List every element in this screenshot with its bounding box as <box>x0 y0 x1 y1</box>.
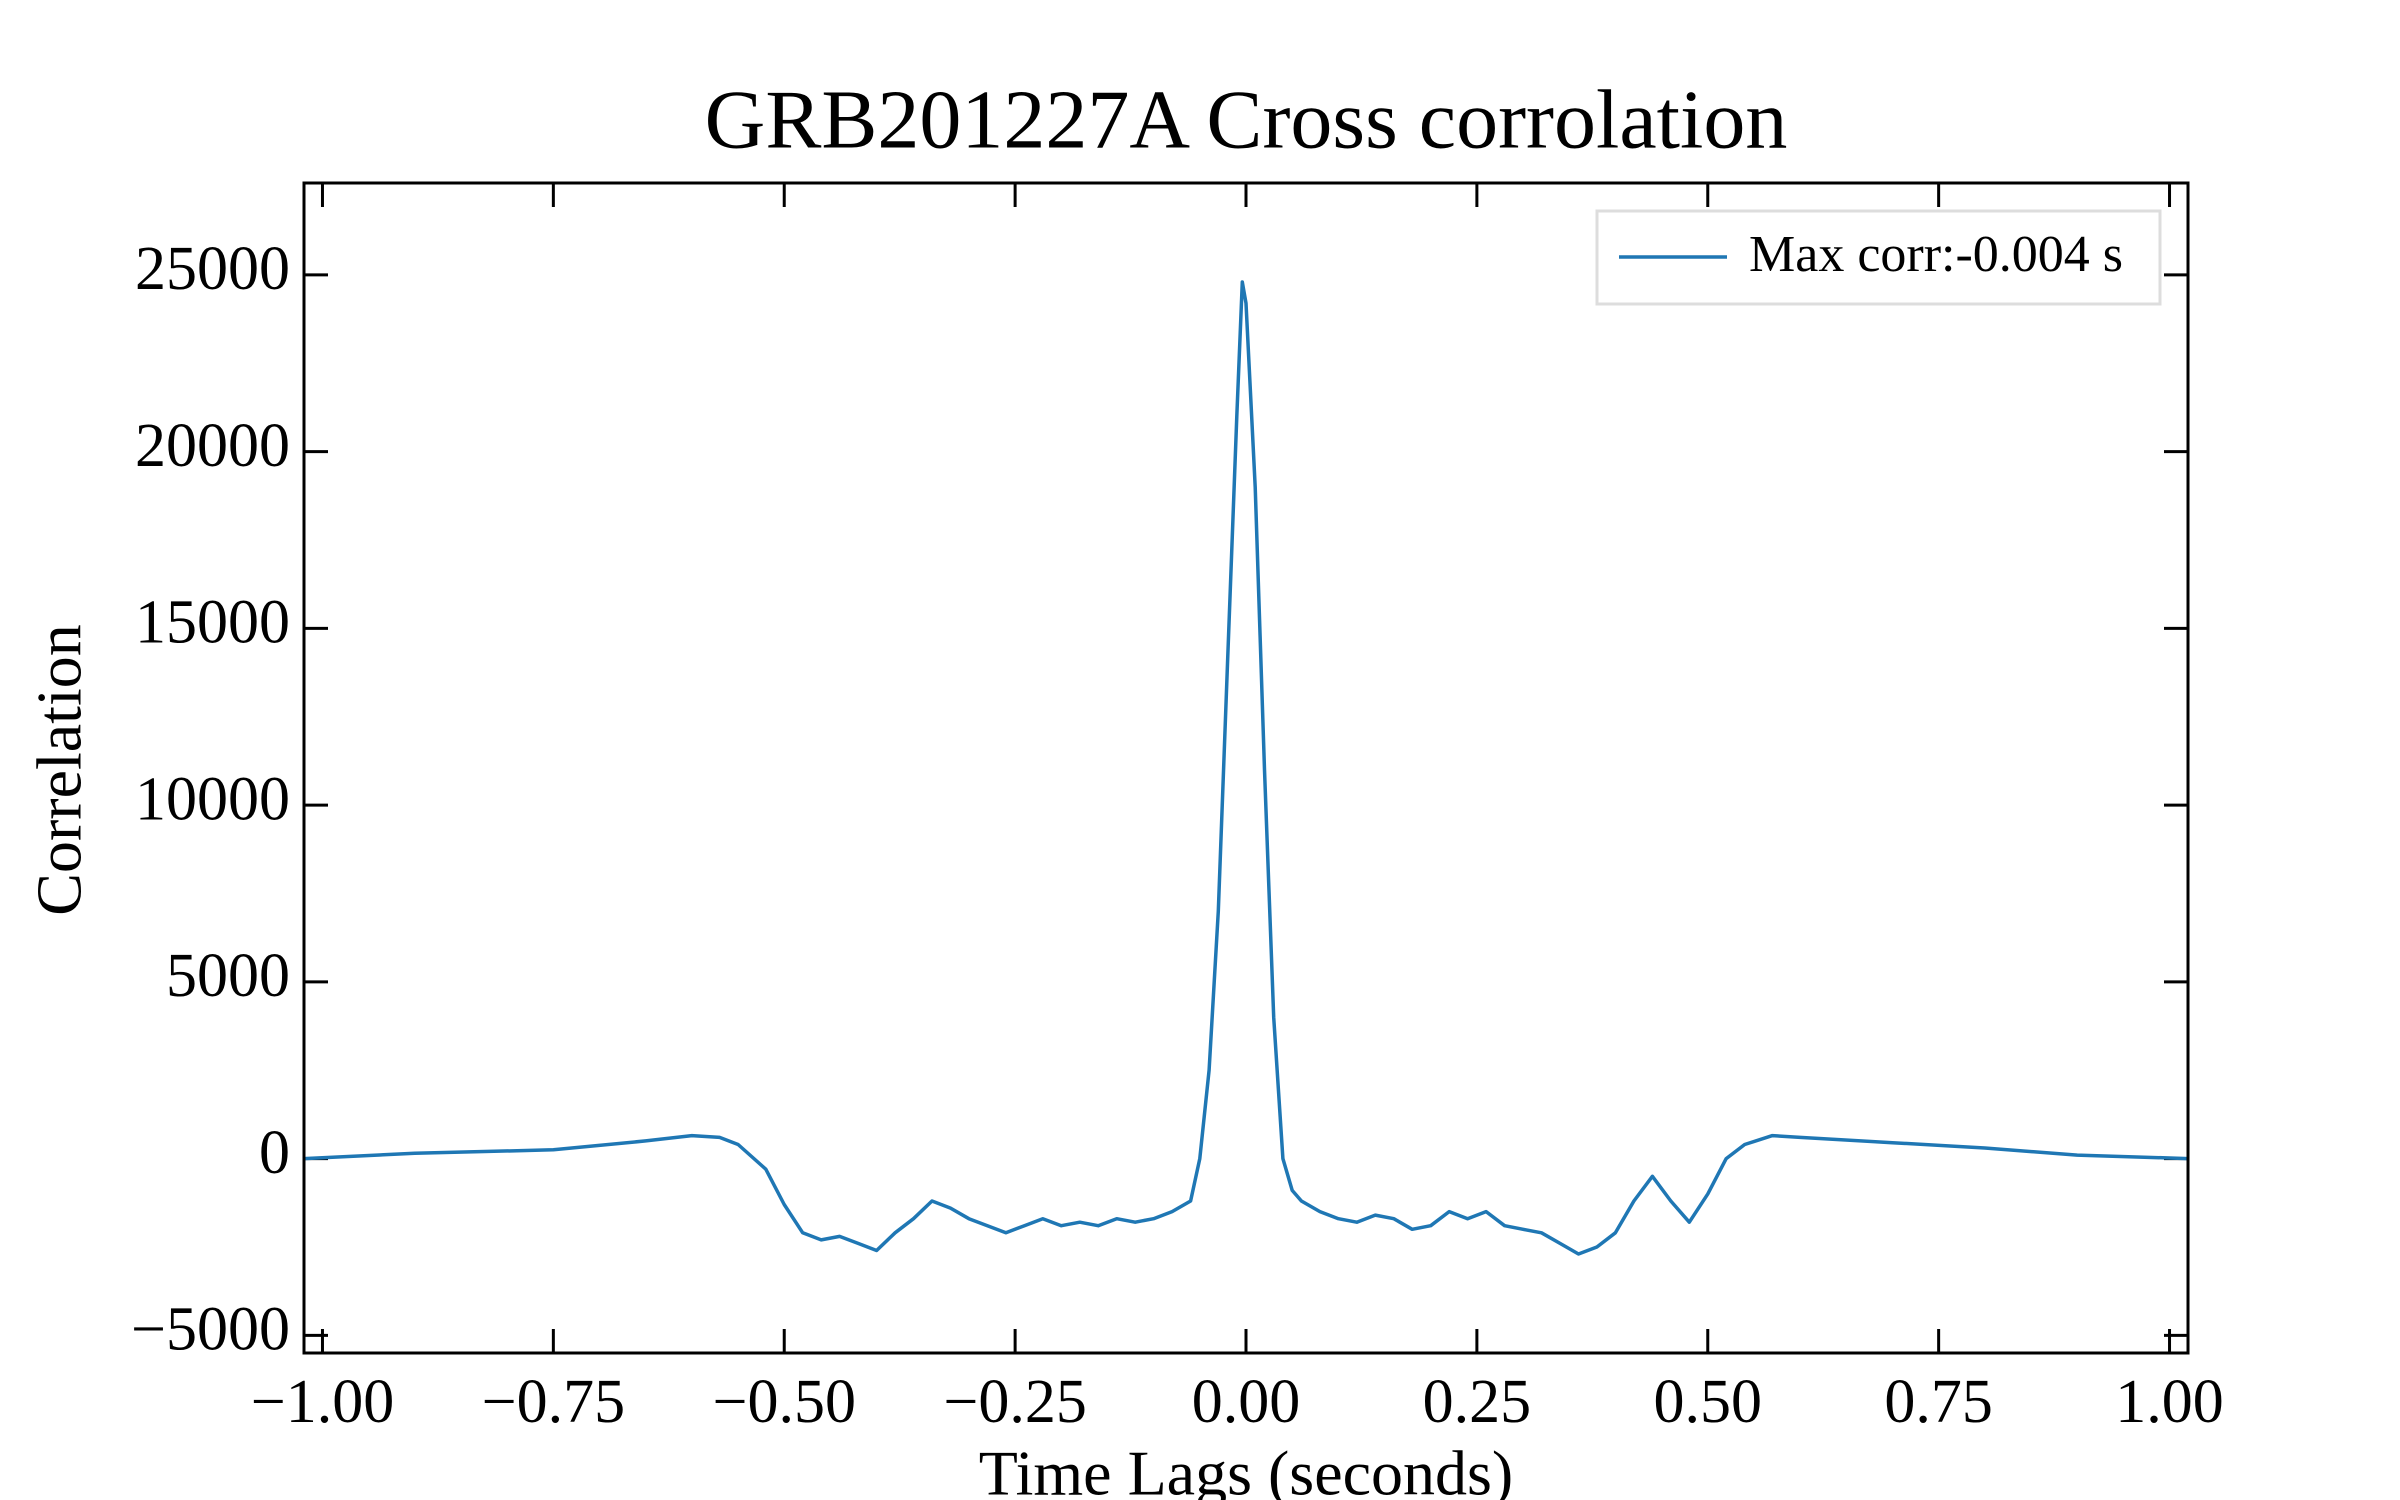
x-tick-label: −1.00 <box>251 1368 394 1436</box>
x-axis-label: Time Lags (seconds) <box>979 1438 1513 1500</box>
plot-frame <box>302 181 2190 1355</box>
x-tick-label: 0.50 <box>1654 1368 1763 1436</box>
x-tick-label: 0.00 <box>1192 1368 1301 1436</box>
y-tick-label: 0 <box>259 1119 290 1187</box>
data-line <box>303 280 2189 1256</box>
y-tick-label: 10000 <box>135 765 290 833</box>
legend-label: Max corr:-0.004 s <box>1749 226 2123 283</box>
x-tick-label: 1.00 <box>2115 1368 2224 1436</box>
y-tick-label: 5000 <box>166 942 290 1010</box>
chart-title: GRB201227A Cross corrolation <box>705 73 1788 166</box>
x-tick-label: −0.75 <box>482 1368 625 1436</box>
y-tick-label: −5000 <box>131 1296 290 1364</box>
y-axis-label: Correlation <box>24 624 95 915</box>
y-tick-label: 20000 <box>135 412 290 480</box>
y-tick-label: 15000 <box>135 589 290 657</box>
x-tick-label: −0.25 <box>943 1368 1086 1436</box>
x-tick-label: 0.25 <box>1423 1368 1532 1436</box>
x-tick-label: −0.50 <box>713 1368 856 1436</box>
x-tick-label: 0.75 <box>1884 1368 1993 1436</box>
y-tick-label: 25000 <box>135 235 290 303</box>
